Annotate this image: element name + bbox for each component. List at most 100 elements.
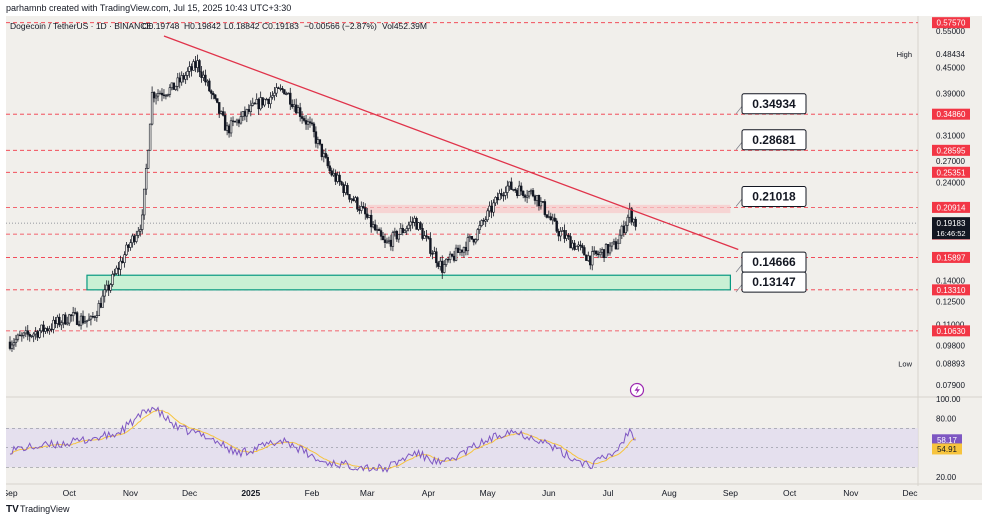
candle-body [472,238,476,243]
candle-body [304,120,308,125]
callout-label: 0.21018 [752,189,796,203]
candle-body [399,227,402,235]
candle-body [594,250,598,255]
candle-body [397,234,401,240]
candle-body [464,247,468,252]
candle-body [69,314,73,317]
candle-body [557,230,560,237]
candle-body [81,315,85,324]
candle-body [152,92,156,99]
candle-body [52,319,55,330]
last-price-tag [932,217,970,240]
candle-body [289,92,292,105]
candle-body [170,82,174,88]
candle-body [460,249,464,253]
candle-body [162,94,166,96]
candle-body [146,150,150,169]
candle-body [137,230,140,236]
candle-body [227,125,231,134]
candle-body [133,235,136,242]
candle-body [494,197,497,204]
price-tick-label: 0.31000 [936,132,965,141]
ohlc-high: H0.19842 [184,21,221,31]
candle-body [291,103,294,107]
candle-body [141,214,144,230]
candle-body [539,201,543,207]
candle-body [269,96,272,105]
candle-body [97,303,101,317]
candle-body [360,206,363,211]
rsi-line [9,406,636,473]
candle-body [606,243,610,254]
candle-body [604,243,608,258]
chart-pane[interactable]: 0.34934 0.28681 0.21018 0.14666 0.13147 0.55… [2,16,982,500]
callout-box [741,129,807,151]
price-tick-label: 0.11000 [936,321,965,330]
candle-body [561,230,564,232]
resistance-zone [367,204,731,214]
candle-body [626,216,629,226]
price-tick-label: 0.45000 [936,64,965,73]
candle-body [362,206,365,209]
last-price-label: 0.19183 [937,219,966,228]
candle-body [218,102,221,114]
candle-body [285,93,288,95]
candle-body [375,229,379,231]
candle-body [144,167,148,190]
candle-body [332,173,335,176]
candle-body [523,195,527,198]
candle-body [186,71,189,76]
candle-body [575,246,578,250]
candle-body [210,90,213,94]
candle-body [340,181,343,185]
candle-body [40,324,43,332]
candle-body [433,251,436,255]
candle-body [330,170,333,176]
candle-body [593,250,596,252]
candle-body [34,331,37,335]
candle-body [413,217,416,223]
candle-body [212,93,215,96]
price-tick-label: 0.14000 [936,277,965,286]
candle-body [383,239,387,243]
candle-body [192,61,195,71]
candle-body [354,197,357,202]
candle-body [488,205,491,212]
candle-body [148,123,152,151]
lightning-icon[interactable] [629,382,645,398]
candle-body [75,312,79,325]
candle-body [468,236,472,238]
candle-body [255,99,258,105]
descending-trendline [163,35,739,251]
candle-body [54,319,57,324]
candle-body [431,253,434,255]
level-price-tag [932,201,970,213]
candle-body [618,234,622,244]
candle-body [143,188,146,216]
candle-body [462,247,466,253]
candle-body [60,322,63,326]
price-chart[interactable]: 0.34934 0.28681 0.21018 0.14666 0.13147 0.55… [2,16,982,500]
callout-box [741,93,807,115]
time-tick-label: Oct [63,488,77,498]
candle-body [302,118,306,121]
level-price-label: 0.28595 [937,146,966,155]
candle-body [279,88,282,90]
candle-body [545,214,549,218]
candle-body [466,237,470,252]
price-tick-label: 0.07900 [936,381,965,390]
candle-body [281,88,284,90]
candle-body [253,102,256,105]
candle-body [427,236,430,239]
level-price-label: 0.57570 [937,19,966,28]
candle-body [521,190,525,196]
candle-body [50,328,53,331]
candle-body [310,122,314,125]
candle-body [322,153,326,158]
candle-body [154,95,158,99]
candle-body [634,218,637,227]
level-price-tag [932,325,970,337]
candle-body [174,85,177,90]
candle-body [486,210,489,221]
candle-body [267,98,270,105]
